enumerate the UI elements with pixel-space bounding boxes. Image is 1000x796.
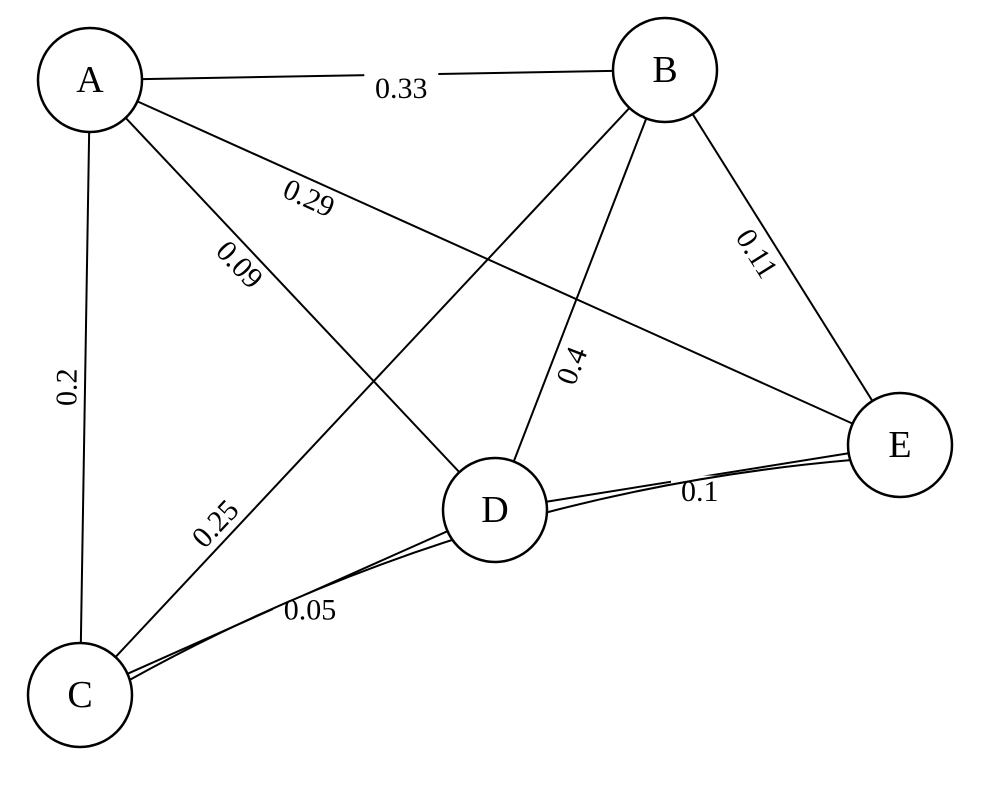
edge-B-E xyxy=(693,114,873,401)
nodes-layer: A B C D E xyxy=(28,18,952,747)
edge-label-group-B-D: 0.4 xyxy=(546,333,598,399)
node-label-A: A xyxy=(76,59,104,101)
edges-layer: 0.330.290.090.20.110.40.250.10.050.37 xyxy=(50,71,872,680)
edge-label-group-A-B: 0.33 xyxy=(364,72,438,105)
edge-B-D xyxy=(514,119,647,462)
node-label-E: E xyxy=(888,424,911,466)
node-label-C: C xyxy=(67,674,92,716)
edge-label-A-B: 0.33 xyxy=(375,72,428,105)
node-label-B: B xyxy=(652,49,677,91)
edge-label-group-C-D: 0.05 xyxy=(273,593,347,626)
node-label-D: D xyxy=(481,489,508,531)
edge-label-group-A-E: 0.29 xyxy=(268,168,349,228)
edge-label-group-A-C: 0.2 xyxy=(50,358,84,416)
edge-label-C-D: 0.05 xyxy=(284,593,337,626)
graph-canvas: 0.330.290.090.20.110.40.250.10.050.37 AB… xyxy=(0,0,1000,796)
edge-label-A-C: 0.2 xyxy=(50,368,84,406)
